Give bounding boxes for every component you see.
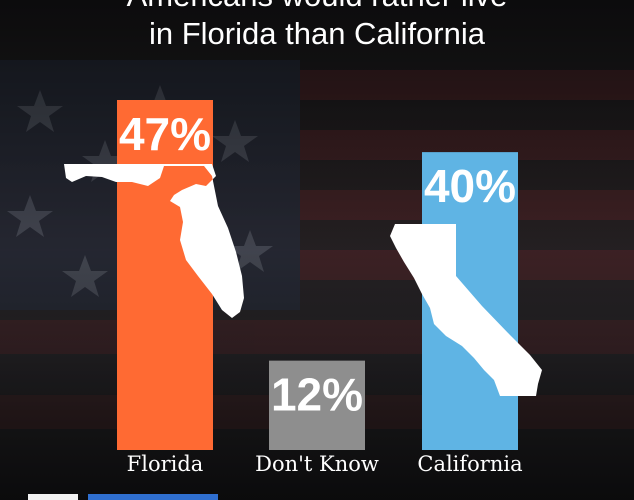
- value-label-california: 40%: [424, 160, 516, 212]
- california-map-icon: [390, 224, 542, 396]
- footer-brand-bar: [88, 494, 218, 500]
- category-label-dont-know: Don't Know: [255, 452, 379, 476]
- florida-map-icon: [64, 164, 244, 318]
- value-label-florida: 47%: [119, 108, 211, 160]
- bar-florida: [117, 100, 213, 450]
- category-label-florida: Florida: [127, 452, 204, 476]
- title-line-1: Americans would rather live: [0, 0, 634, 14]
- value-label-dont-know: 12%: [271, 369, 363, 421]
- category-label-california: California: [417, 452, 522, 476]
- value-labels: 47% 12% 40%: [119, 108, 516, 421]
- title-line-2: in Florida than California: [148, 16, 485, 51]
- category-labels: Florida Don't Know California: [127, 452, 523, 476]
- footer-logo-mark: [28, 494, 78, 500]
- bar-dont-know: [269, 360, 365, 450]
